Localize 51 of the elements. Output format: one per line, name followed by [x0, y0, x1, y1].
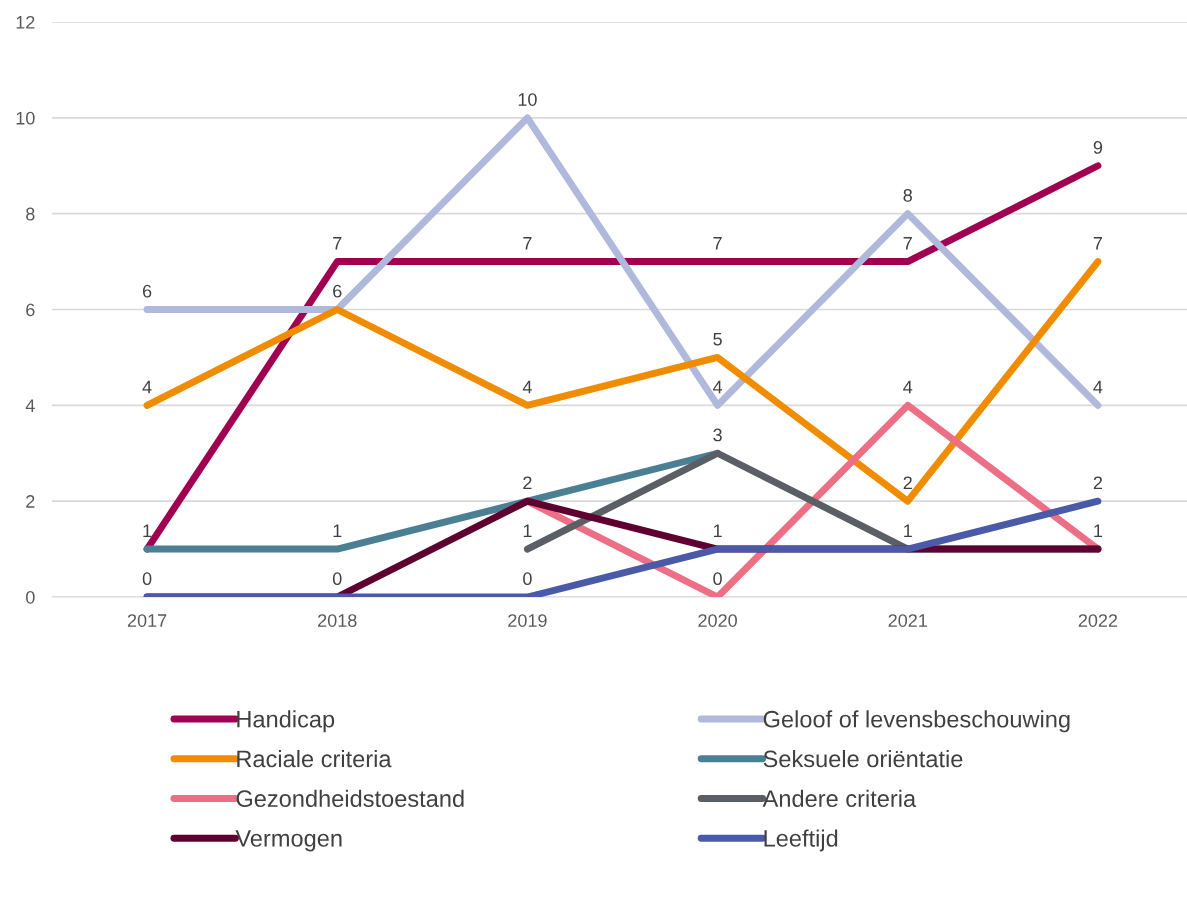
data-label: 1: [523, 524, 532, 537]
data-label: 8: [903, 188, 912, 202]
data-label: 2: [523, 476, 532, 490]
legend-label: Vermogen: [235, 830, 342, 852]
data-label: 1: [143, 524, 152, 537]
data-label: 3: [713, 428, 722, 442]
data-label: 0: [142, 572, 152, 586]
y-tick-label: 10: [16, 111, 35, 125]
x-tick-label: 2021: [888, 614, 927, 627]
legend-label: Handicap: [237, 710, 335, 733]
data-label: 4: [1093, 380, 1103, 394]
y-tick-label: 8: [26, 207, 35, 221]
x-tick-label: 2020: [698, 614, 737, 627]
data-label: 7: [903, 237, 912, 250]
data-label: 2: [1093, 476, 1103, 490]
data-label: 4: [522, 380, 532, 394]
y-tick-label: 6: [26, 303, 35, 317]
x-tick-label: 2017: [127, 614, 167, 627]
y-tick-label: 0: [26, 590, 35, 604]
data-label: 4: [142, 380, 152, 394]
x-tick-label: 2018: [318, 614, 357, 627]
y-tick-label: 12: [16, 15, 35, 29]
data-label: 4: [712, 380, 723, 394]
data-label: 2: [903, 476, 912, 490]
x-tick-label: 2019: [508, 614, 547, 627]
data-label: 1: [904, 524, 912, 537]
data-label: 0: [713, 572, 722, 586]
data-label: 6: [142, 284, 152, 298]
data-label: 1: [333, 524, 342, 537]
y-tick-label: 4: [25, 399, 35, 412]
legend-label: Gezondheidstoestand: [236, 789, 464, 808]
legend-label: Raciale criteria: [237, 749, 392, 768]
y-tick-label: 2: [26, 495, 35, 508]
data-label: 0: [332, 572, 342, 586]
data-label: 0: [523, 572, 532, 586]
data-label: 5: [713, 332, 722, 346]
legend-label: Geloof of levensbeschouwing: [763, 710, 1070, 733]
data-label: 9: [1093, 141, 1103, 154]
data-label: 10: [518, 93, 537, 106]
legend-label: Seksuele oriëntatie: [763, 749, 963, 768]
data-label: 1: [713, 524, 722, 537]
data-label: 7: [1093, 237, 1103, 250]
data-label: 7: [333, 237, 342, 250]
data-label: 6: [333, 284, 342, 298]
data-label: 4: [903, 380, 913, 394]
data-label: 1: [1094, 524, 1103, 537]
legend-label: Leeftijd: [764, 829, 838, 852]
legend-label: Andere criteria: [762, 789, 917, 808]
data-label: 7: [713, 237, 722, 250]
data-label: 7: [523, 237, 532, 250]
x-tick-label: 2022: [1078, 614, 1118, 627]
